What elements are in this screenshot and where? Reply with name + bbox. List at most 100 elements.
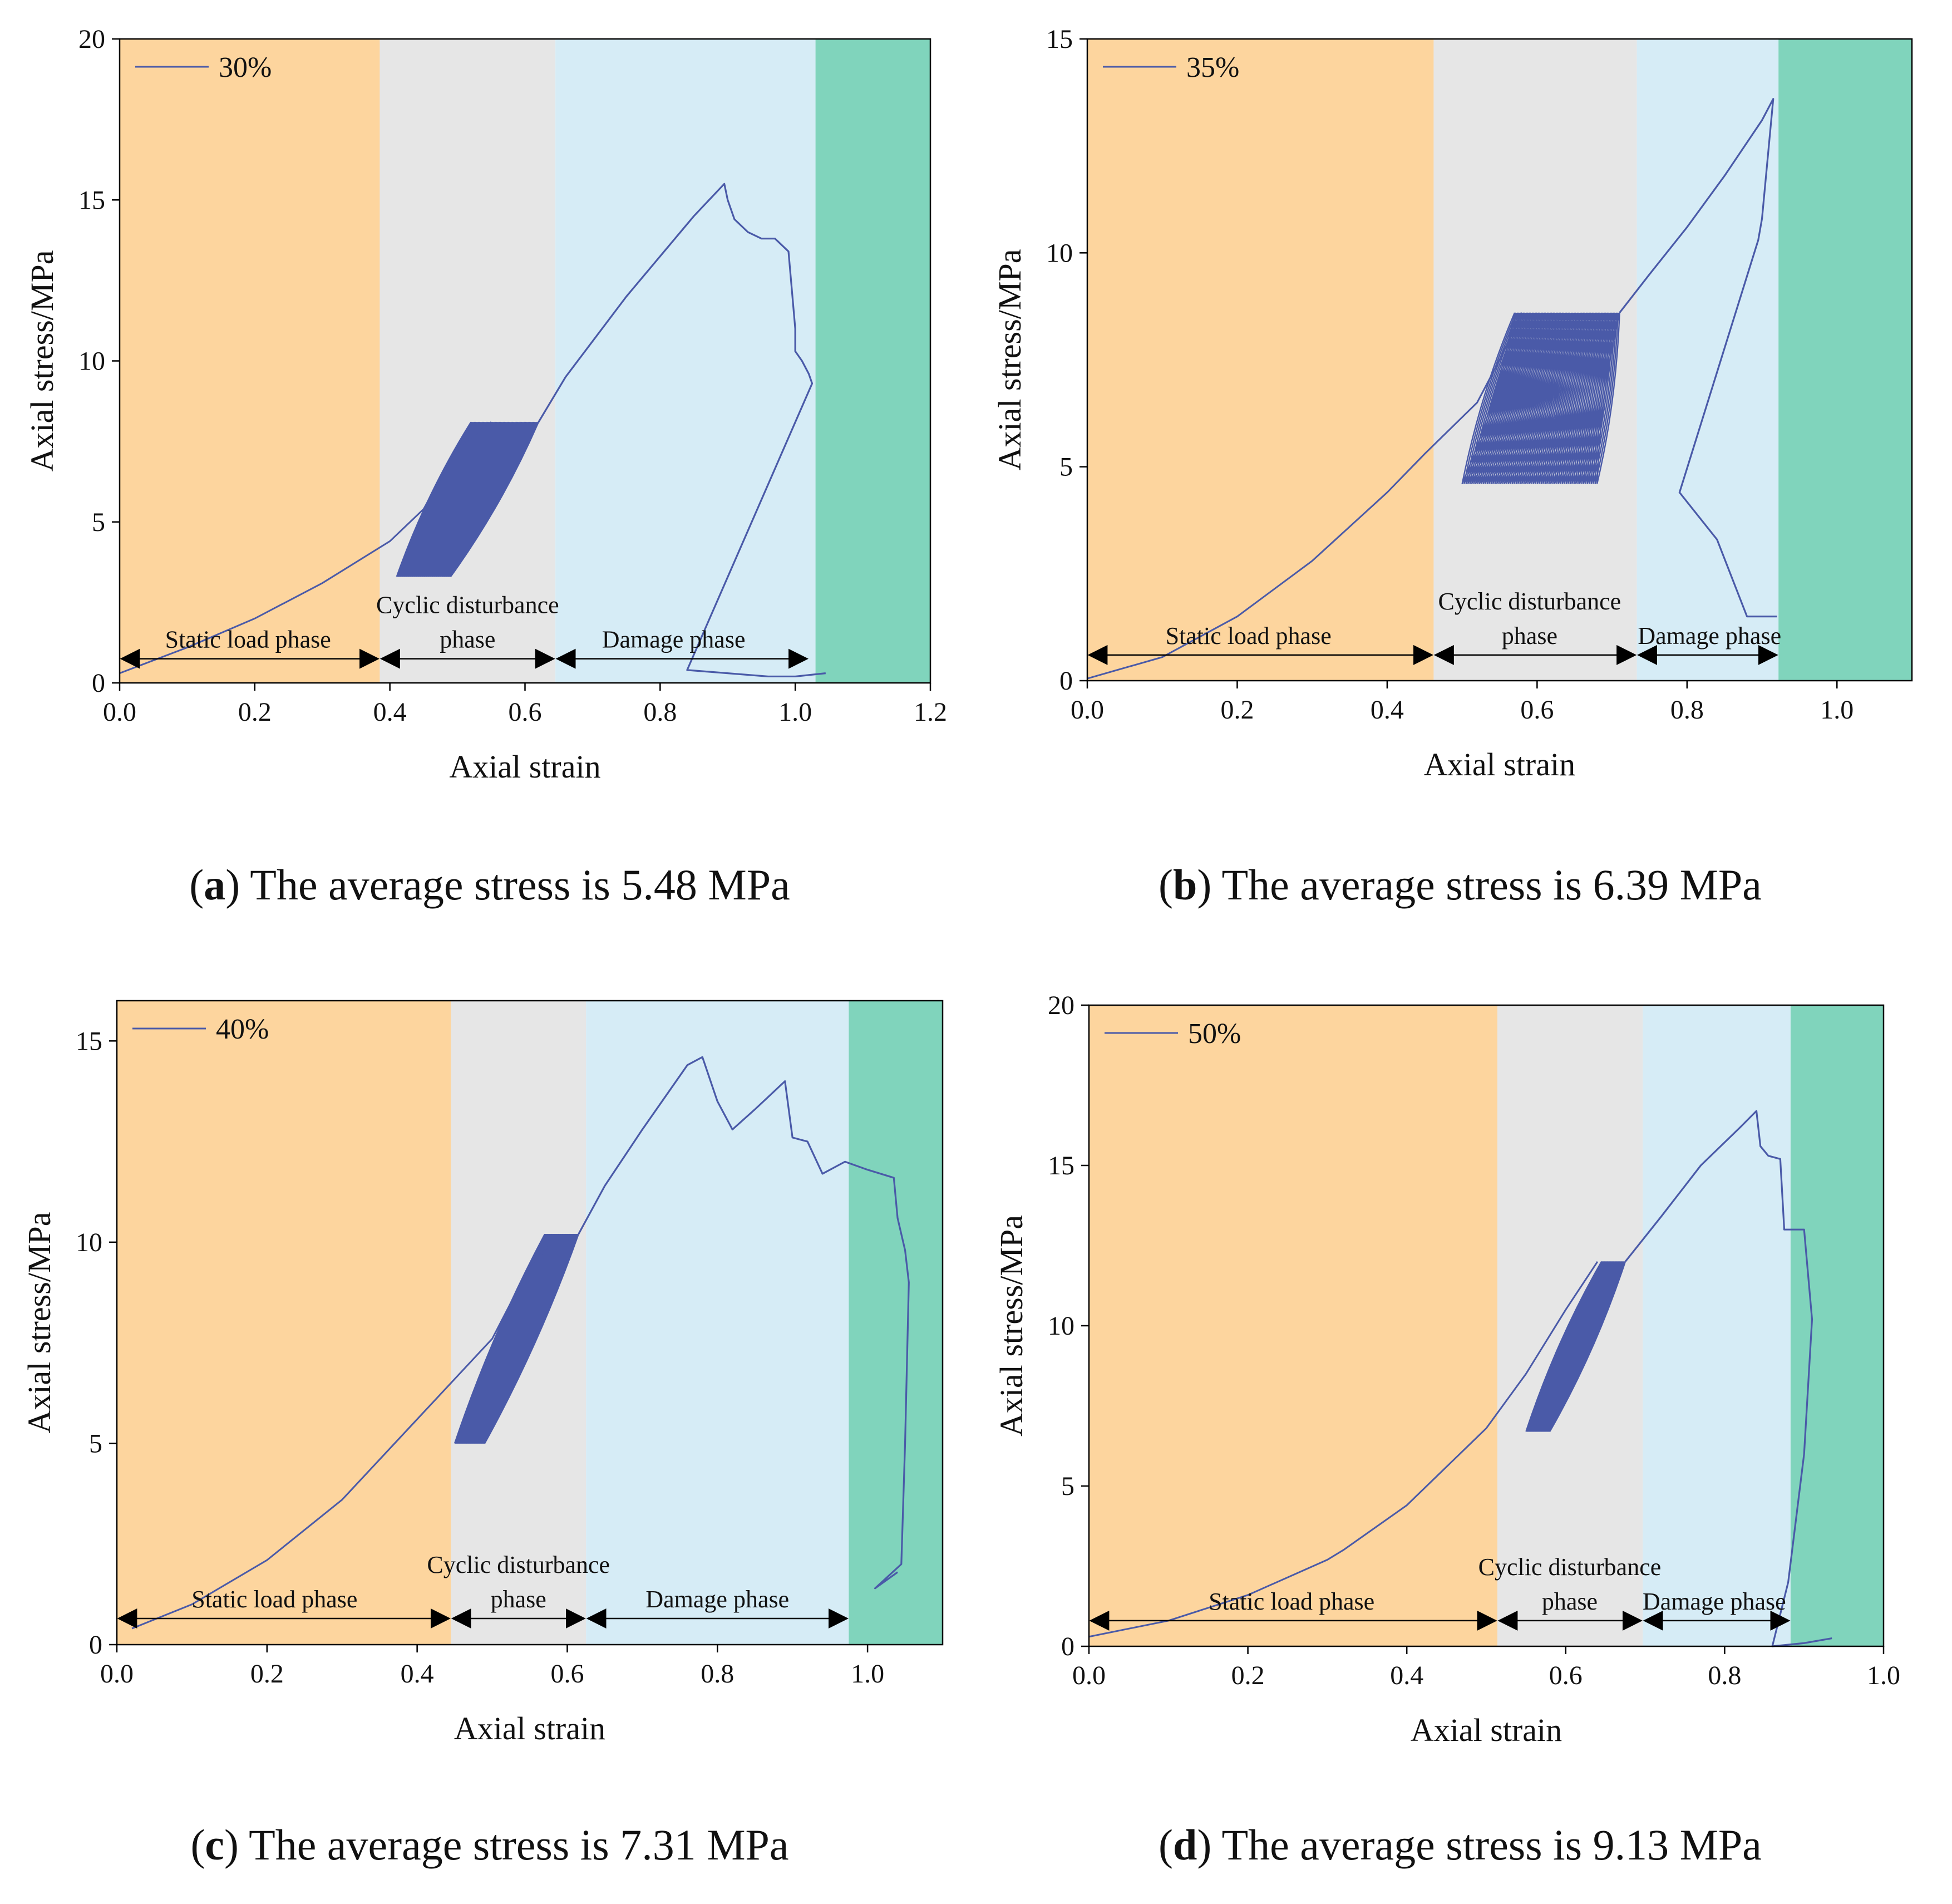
chart-svg-a: 0.0 0.2 0.4 0.6 0.8 1.0 1.2 0 5 10 15 20 Axial strai…: [24, 24, 947, 785]
post-peak-curve: [578, 1056, 910, 1590]
x-tick-label: 0.0: [103, 697, 136, 727]
phase-region-damage: [555, 39, 816, 683]
loading-curve: [1088, 1261, 1599, 1638]
x-axis-title: Axial strain: [1411, 1712, 1562, 1748]
phase-region-cyclic: [379, 39, 556, 683]
x-axis-title: Axial strain: [449, 749, 600, 785]
chart-svg-b: 0.0 0.2 0.4 0.6 0.8 1.0 0 5 10 15 Axial strain Axia…: [992, 24, 1913, 783]
y-tick-label: 10: [78, 347, 105, 376]
x-tick-label: 0.2: [1231, 1661, 1265, 1690]
phase-label: Static load phase: [1166, 622, 1332, 650]
phase-region-damage: [1643, 1005, 1791, 1646]
x-tick-label: 0.8: [643, 697, 677, 727]
phase-region-failure: [815, 39, 930, 683]
x-tick-label: 0.2: [1220, 695, 1254, 725]
phase-label: Damage phase: [1643, 1588, 1786, 1615]
caption-letter: d: [1173, 1821, 1197, 1869]
y-tick-label: 0: [89, 1630, 102, 1660]
caption-d: (d) The average stress is 9.13 MPa: [1159, 1821, 1762, 1869]
phase-label: Cyclic disturbance: [427, 1551, 610, 1578]
phase-region-failure: [1778, 39, 1912, 681]
y-tick-label: 0: [1061, 1632, 1074, 1661]
y-tick-label: 5: [92, 508, 105, 537]
cyclic-loop-path: [396, 421, 539, 577]
loading-curve: [119, 421, 492, 675]
cyclic-loops: [1461, 312, 1620, 484]
phase-region-damage: [1636, 39, 1779, 681]
y-tick-label: 15: [1048, 1151, 1074, 1180]
legend-label: 35%: [1186, 52, 1239, 83]
phase-label: Static load phase: [1209, 1588, 1374, 1615]
x-tick-label: 0.8: [1708, 1661, 1741, 1690]
caption-letter: a: [204, 860, 226, 909]
y-axis-title: Axial stress/MPa: [992, 249, 1028, 471]
phase-label: Static load phase: [191, 1586, 357, 1613]
caption-b: (b) The average stress is 6.39 MPa: [1159, 860, 1762, 909]
x-tick-label: 0.6: [509, 697, 542, 727]
y-tick-label: 0: [1059, 666, 1073, 696]
y-tick-label: 15: [78, 185, 105, 215]
phase-label: phase: [1502, 622, 1557, 650]
y-axis-title: Axial stress/MPa: [993, 1215, 1029, 1436]
chart-svg-c: 0.0 0.2 0.4 0.6 0.8 1.0 0 5 10 15 Axial strain Axia…: [21, 1000, 944, 1746]
cyclic-loop-path: [454, 1233, 579, 1444]
caption-text: The average stress is 5.48 MPa: [240, 860, 790, 909]
x-tick-label: 1.2: [914, 697, 947, 727]
cyclic-loop-path: [1525, 1261, 1626, 1432]
plot-frame: [1086, 38, 1913, 682]
cyclic-loops: [454, 1233, 579, 1444]
y-tick-label: 0: [92, 668, 105, 698]
phase-label: Damage phase: [645, 1586, 789, 1613]
x-tick-label: 0.4: [1390, 1661, 1423, 1690]
caption-text: The average stress is 9.13 MPa: [1211, 1821, 1762, 1869]
x-tick-label: 0.6: [1520, 695, 1554, 725]
plot-frame: [116, 1000, 944, 1646]
phase-region-static: [120, 39, 380, 683]
x-tick-label: 1.0: [1867, 1661, 1900, 1690]
phase-region-static: [117, 1001, 451, 1645]
phase-region-damage: [586, 1001, 849, 1645]
caption-letter: b: [1173, 860, 1197, 909]
x-tick-label: 0.6: [1549, 1661, 1583, 1690]
chart-panel-a: 0.0 0.2 0.4 0.6 0.8 1.0 1.2 0 5 10 15 20 Axial strai…: [0, 0, 976, 952]
x-tick-label: 0.2: [238, 697, 272, 727]
phase-region-failure: [1790, 1005, 1884, 1646]
phase-label: Static load phase: [165, 626, 331, 653]
y-tick-label: 10: [1046, 238, 1073, 268]
x-tick-label: 0.0: [1071, 695, 1104, 725]
chart-panel-c: 0.0 0.2 0.4 0.6 0.8 1.0 0 5 10 15 Axial strain Axia…: [0, 952, 976, 1904]
phase-label: Damage phase: [1638, 622, 1781, 650]
x-tick-label: 0.8: [1670, 695, 1704, 725]
legend-label: 50%: [1188, 1018, 1241, 1050]
y-tick-label: 10: [1048, 1311, 1074, 1341]
caption-text: The average stress is 7.31 MPa: [239, 1821, 789, 1869]
post-peak-curve: [1619, 98, 1777, 618]
y-axis-title: Axial stress/MPa: [21, 1212, 57, 1434]
x-tick-label: 0.0: [100, 1659, 134, 1689]
x-axis-title: Axial strain: [1424, 746, 1575, 783]
x-tick-label: 1.0: [851, 1659, 884, 1689]
x-tick-label: 0.4: [1371, 695, 1404, 725]
phase-label: phase: [1542, 1588, 1598, 1615]
caption-text: The average stress is 6.39 MPa: [1211, 860, 1762, 909]
x-tick-label: 0.2: [250, 1659, 284, 1689]
phase-label: phase: [440, 626, 495, 653]
phase-region-failure: [849, 1001, 943, 1645]
chart-svg-d: 0.0 0.2 0.4 0.6 0.8 1.0 0 5 10 15 20 Axial strain Ax…: [993, 991, 1900, 1748]
x-tick-label: 1.0: [778, 697, 812, 727]
x-tick-label: 1.0: [1820, 695, 1854, 725]
y-axis-title: Axial stress/MPa: [24, 250, 60, 472]
x-tick-label: 0.0: [1072, 1661, 1106, 1690]
x-tick-label: 0.6: [550, 1659, 584, 1689]
loading-curve: [131, 1241, 553, 1630]
y-tick-label: 15: [1046, 24, 1073, 54]
x-axis-title: Axial strain: [454, 1710, 605, 1746]
caption-letter: c: [205, 1821, 225, 1869]
y-tick-label: 5: [89, 1429, 102, 1458]
legend-label: 30%: [219, 52, 272, 83]
x-tick-label: 0.4: [373, 697, 407, 727]
y-tick-label: 5: [1061, 1472, 1074, 1501]
y-tick-label: 10: [76, 1228, 102, 1257]
y-tick-label: 15: [76, 1026, 102, 1056]
cyclic-loops: [1525, 1261, 1626, 1432]
